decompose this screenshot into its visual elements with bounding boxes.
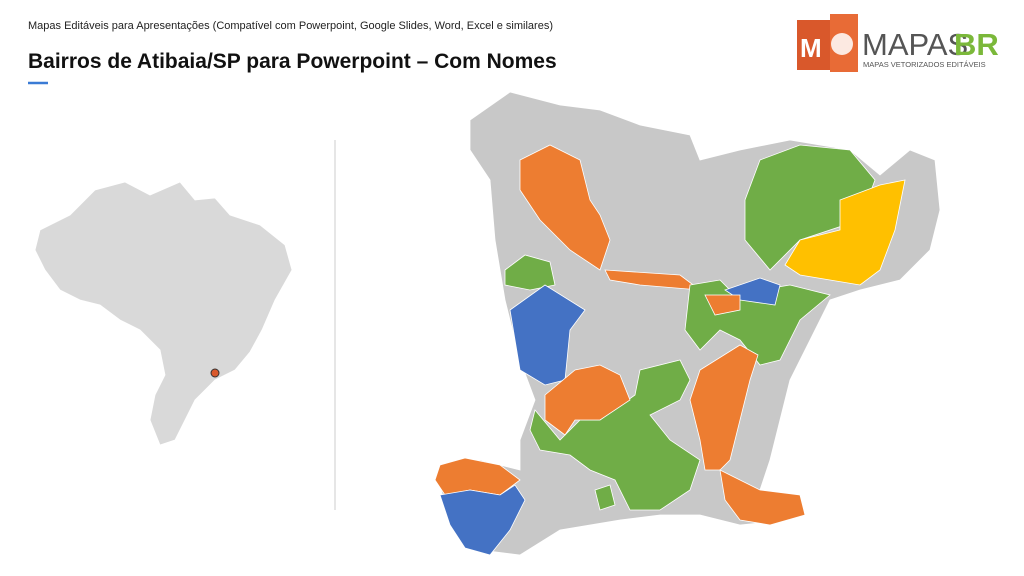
brazil-map bbox=[34, 181, 293, 446]
region bbox=[719, 469, 806, 526]
atibaia-map bbox=[434, 91, 941, 556]
region bbox=[604, 269, 702, 291]
region bbox=[594, 484, 616, 511]
logo-globe bbox=[831, 33, 853, 55]
logo: M MAPAS BR MAPAS VETORIZADOS EDITÁVEIS bbox=[797, 14, 999, 72]
region bbox=[704, 294, 741, 316]
title: Bairros de Atibaia/SP para Powerpoint – … bbox=[28, 50, 557, 73]
location-marker bbox=[210, 368, 220, 378]
brand-main: MAPAS bbox=[862, 27, 968, 62]
subtitle: Mapas Editáveis para Apresentações (Comp… bbox=[28, 20, 553, 32]
region bbox=[504, 254, 556, 291]
logo-letter: M bbox=[800, 33, 822, 63]
brazil-shape bbox=[34, 181, 293, 446]
region bbox=[519, 144, 611, 271]
region bbox=[744, 144, 876, 271]
region bbox=[439, 484, 526, 556]
tagline: MAPAS VETORIZADOS EDITÁVEIS bbox=[863, 60, 986, 69]
brand-accent: BR bbox=[954, 27, 999, 62]
region bbox=[689, 344, 759, 471]
region bbox=[784, 179, 906, 286]
region bbox=[544, 364, 631, 436]
